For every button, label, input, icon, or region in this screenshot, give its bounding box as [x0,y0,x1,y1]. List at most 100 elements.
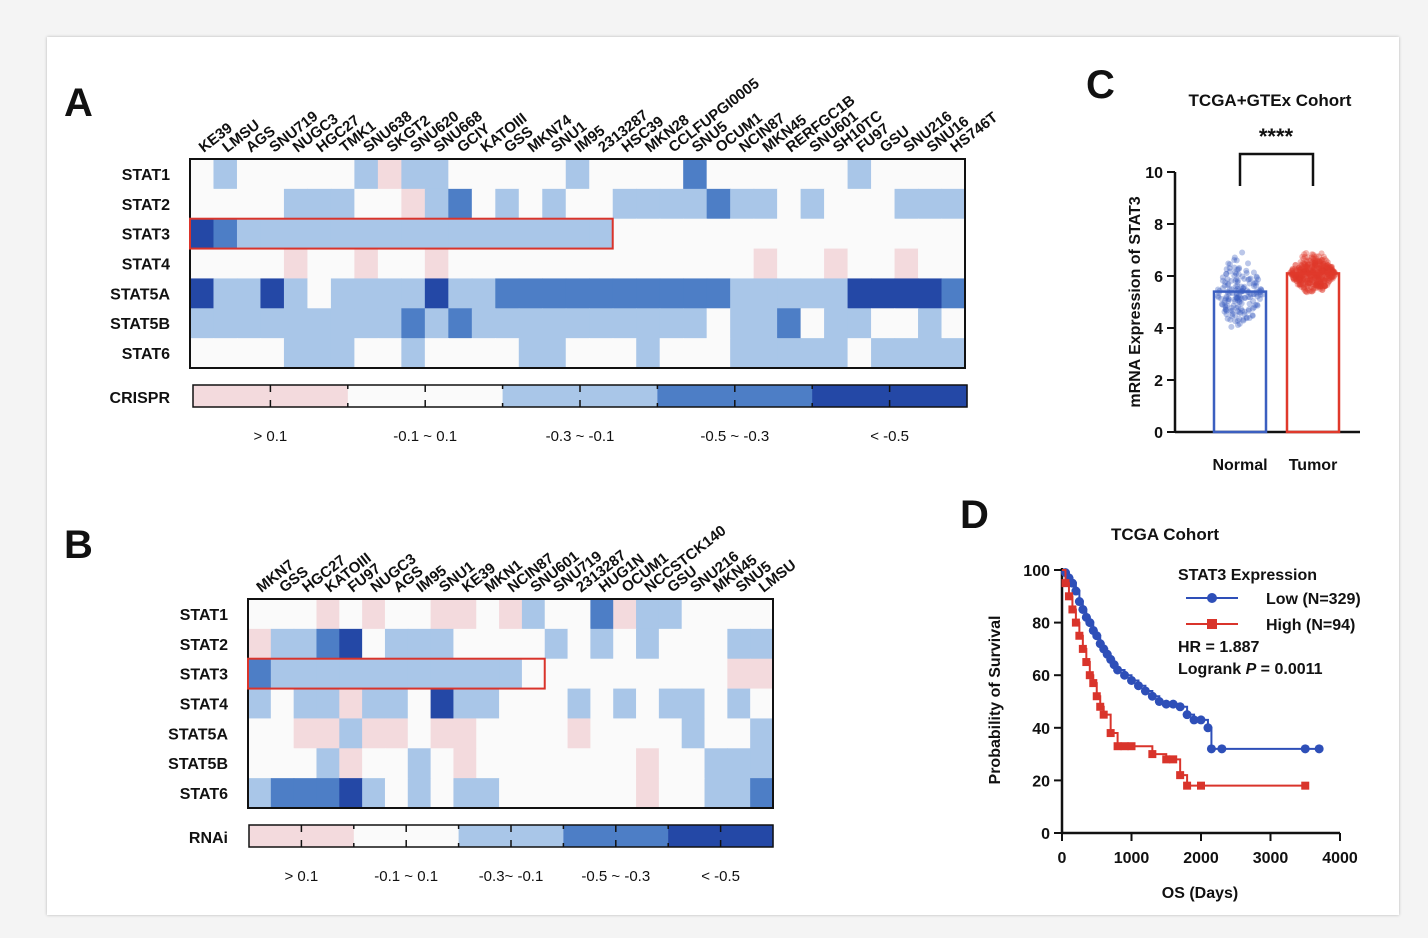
sample-point [1319,267,1326,274]
censor-marker [1071,618,1080,627]
sample-point [1245,307,1252,314]
sample-point [1231,272,1238,279]
heatmap-cell [339,628,363,660]
sample-point [1227,307,1234,314]
heatmap-cell [800,188,825,220]
heatmap-cell [590,748,614,779]
sample-point [1239,307,1246,314]
heatmap-cell [750,748,774,779]
heatmap-cell [544,688,569,720]
heatmap-cell [377,338,402,369]
sample-point [1323,273,1330,280]
censor-marker [1183,781,1192,790]
heatmap-cell [430,718,455,749]
heatmap-cell [706,218,731,250]
sample-point [1243,267,1250,274]
heatmap-cell [236,218,262,250]
sample-point [1222,279,1229,286]
sample-point [1300,259,1307,266]
d-y-tick-label: 40 [1032,721,1050,738]
legend-swatch [193,385,271,407]
sample-point [1316,257,1323,264]
heatmap-cell [544,718,569,749]
sample-point [1328,264,1335,271]
sample-point [1312,274,1319,281]
heatmap-cell [753,188,778,220]
sample-point [1319,267,1326,274]
legend-swatch [511,825,564,847]
heatmap-cell [730,248,755,280]
sample-point [1236,298,1243,305]
heatmap-cell [589,218,614,250]
d-x-axis-label: OS (Days) [1162,885,1238,902]
heatmap-cell [918,188,943,220]
sample-point [1228,323,1235,330]
sample-point [1312,274,1319,281]
heatmap-cell [424,159,449,190]
sample-point [1307,257,1314,264]
heatmap-cell [518,338,543,369]
heatmap-cell [658,628,683,660]
heatmap-cell [236,188,262,220]
sample-point [1313,282,1320,289]
sample-point [1234,277,1241,284]
sample-point [1320,266,1327,273]
heatmap-cell [706,278,731,309]
heatmap-cell [453,688,477,720]
sample-point [1295,264,1302,271]
bar-chart-c: TCGA+GTEx Cohort 0 2 4 6 8 10 Normal Tumor **** mR… [1127,91,1360,474]
heatmap-cell [613,748,637,779]
sample-point [1223,266,1230,273]
heatmap-cell [248,778,272,809]
heatmap-cell [307,338,332,369]
heatmap-cell [307,278,332,309]
heatmap-cell [918,159,943,190]
sample-point [1253,274,1260,281]
row-label: STAT3 [122,227,170,244]
sample-point [1315,278,1322,285]
censor-marker [1120,670,1130,680]
heatmap-cell [377,218,402,250]
heatmap-cell [753,248,778,280]
heatmap-cell [704,718,728,749]
logrank-p-value: = 0.0011 [1256,661,1322,678]
legend-swatch [615,825,669,847]
sample-point [1250,280,1257,287]
sample-point [1308,267,1315,274]
d-y-tick-label: 100 [1023,563,1050,580]
heatmap-cell [354,218,379,250]
heatmap-cell [495,248,520,280]
heatmap-cell [260,218,285,250]
sample-point [1319,266,1326,273]
sample-point [1249,305,1256,312]
heatmap-cell [471,308,496,339]
row-label: STAT2 [122,197,170,214]
row-label: STAT5A [168,726,228,743]
sample-point [1231,254,1238,261]
legend-series-label: Low (N=329) [1266,591,1361,608]
sample-point [1242,295,1249,302]
figure-panel: A B C D STAT1 STAT2 STAT3 STAT4 STAT5A STAT5B… [47,37,1399,915]
heatmap-cell [753,308,778,339]
heatmap-cell [544,658,569,690]
sample-point [1239,273,1246,280]
heatmap-cell [260,278,285,309]
sample-point [1223,307,1230,314]
legend-swatch [563,825,617,847]
censor-marker [1085,618,1095,628]
heatmap-cell [567,658,591,690]
sample-point [1316,281,1323,288]
sample-point [1234,266,1241,273]
heatmap-cell [518,188,543,220]
censor-marker [1300,744,1310,754]
heatmap-cell [612,188,637,220]
censor-marker [1154,697,1164,706]
heatmap-cell [283,218,309,250]
heatmap-cell [567,628,591,660]
heatmap-cell [236,159,262,190]
heatmap-cell [307,308,332,339]
hr-annotation: HR = 1.887 [1178,639,1259,656]
heatmap-cell [612,218,637,250]
sample-point [1317,279,1324,286]
